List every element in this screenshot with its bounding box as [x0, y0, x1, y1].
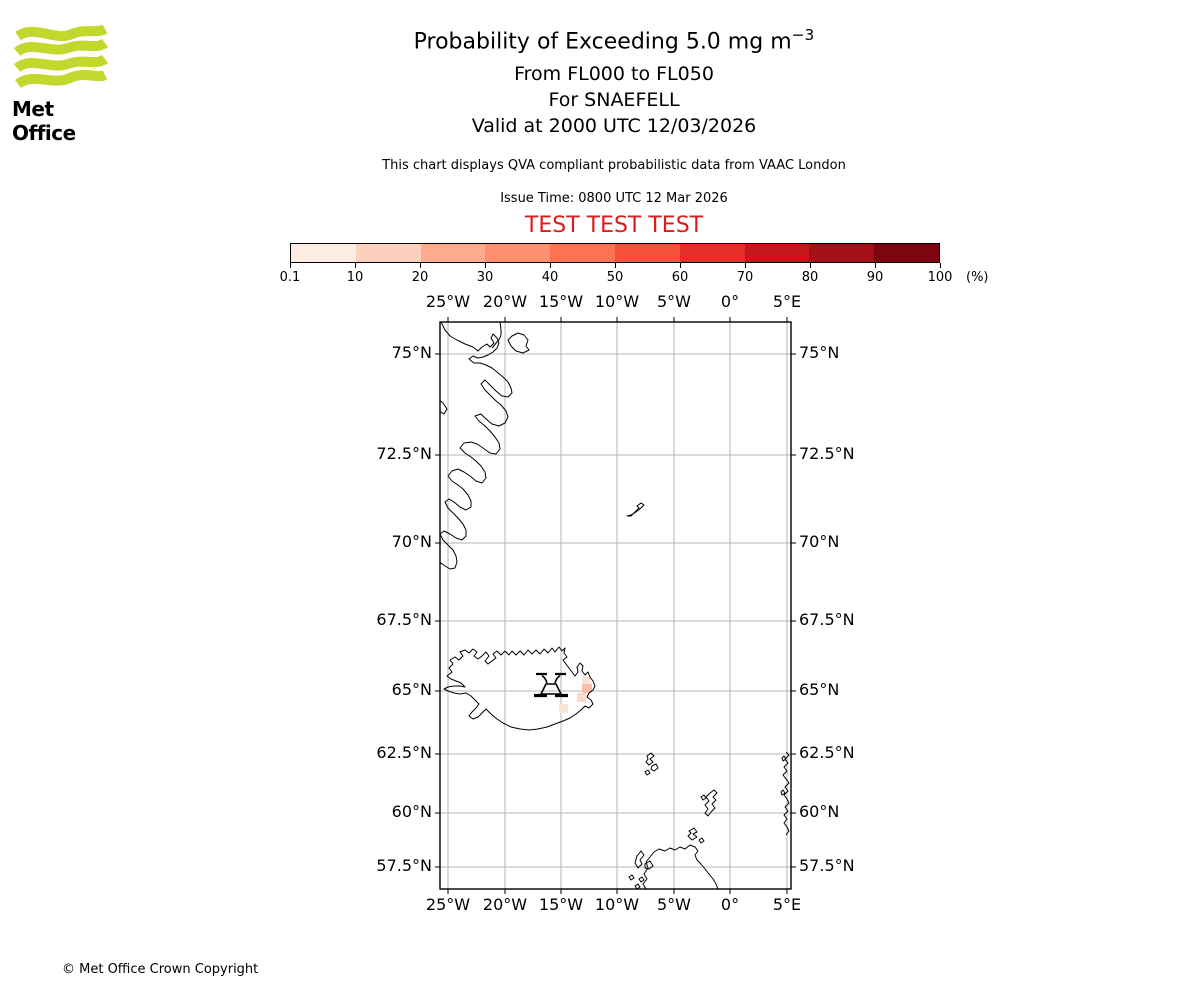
- colorbar-segment-40-50: [550, 244, 615, 262]
- subtitle-valid-time: Valid at 2000 UTC 12/03/2026: [471, 115, 757, 137]
- iceland-coastline: [443, 646, 596, 731]
- title-superscript: −3: [791, 26, 815, 44]
- colorbar-segment-50-60: [614, 244, 680, 262]
- colorbar-segment-10-20: [355, 244, 421, 262]
- colorbar-segment-30-40: [485, 244, 551, 262]
- norway-coastline: [780, 751, 790, 836]
- probability-cell: [582, 676, 591, 684]
- greenland-coastline: [440, 322, 513, 570]
- volcano-plume-stems: [541, 674, 561, 684]
- map-border: [439, 321, 792, 890]
- copyright-notice: © Met Office Crown Copyright: [62, 962, 259, 977]
- disclaimer-text: This chart displays QVA compliant probab…: [382, 158, 846, 173]
- coastlines: [440, 322, 790, 889]
- scotland-coastline: [642, 844, 719, 889]
- probability-cell: [559, 704, 568, 713]
- probability-cell: [577, 693, 586, 702]
- probability-cell: [582, 684, 592, 693]
- issue-time: Issue Time: 0800 UTC 12 Mar 2026: [500, 191, 728, 206]
- colorbar-segment-20-30: [420, 244, 486, 262]
- logo-wave-strokes: [13, 24, 109, 89]
- hebrides-islands: [628, 850, 654, 889]
- title-main: Probability of Exceeding 5.0 mg m: [413, 29, 792, 55]
- met-office-logo: Met Office: [12, 24, 122, 145]
- greenland-horn: [440, 399, 448, 415]
- page-title: Probability of Exceeding 5.0 mg m−3: [28, 26, 1200, 54]
- map-gridlines: [440, 322, 791, 889]
- greenland-fjord-line: [491, 322, 502, 349]
- probability-cells: [559, 676, 592, 713]
- orkney-islands: [687, 827, 705, 844]
- volcano-marker: [534, 672, 568, 698]
- faroe-islands: [644, 752, 659, 776]
- volcano-crater: [539, 683, 563, 695]
- colorbar-segment-90-100: [874, 244, 939, 262]
- greenland-island: [507, 332, 530, 354]
- colorbar-segment-0.1-10: [291, 244, 356, 262]
- colorbar-segment-60-70: [679, 244, 745, 262]
- logo-waves-icon: [13, 24, 109, 89]
- jan-mayen-island: [626, 502, 645, 517]
- shetland-islands: [700, 789, 718, 817]
- test-banner: TEST TEST TEST: [524, 213, 704, 238]
- subtitle-flight-levels: From FL000 to FL050: [514, 63, 714, 85]
- colorbar-segment-80-90: [809, 244, 875, 262]
- colorbar-segment-70-80: [744, 244, 810, 262]
- subtitle-volcano: For SNAEFELL: [548, 89, 680, 111]
- colorbar: [290, 243, 940, 263]
- map-axis-ticks: [435, 317, 796, 894]
- logo-brand-text: Met Office: [12, 97, 76, 145]
